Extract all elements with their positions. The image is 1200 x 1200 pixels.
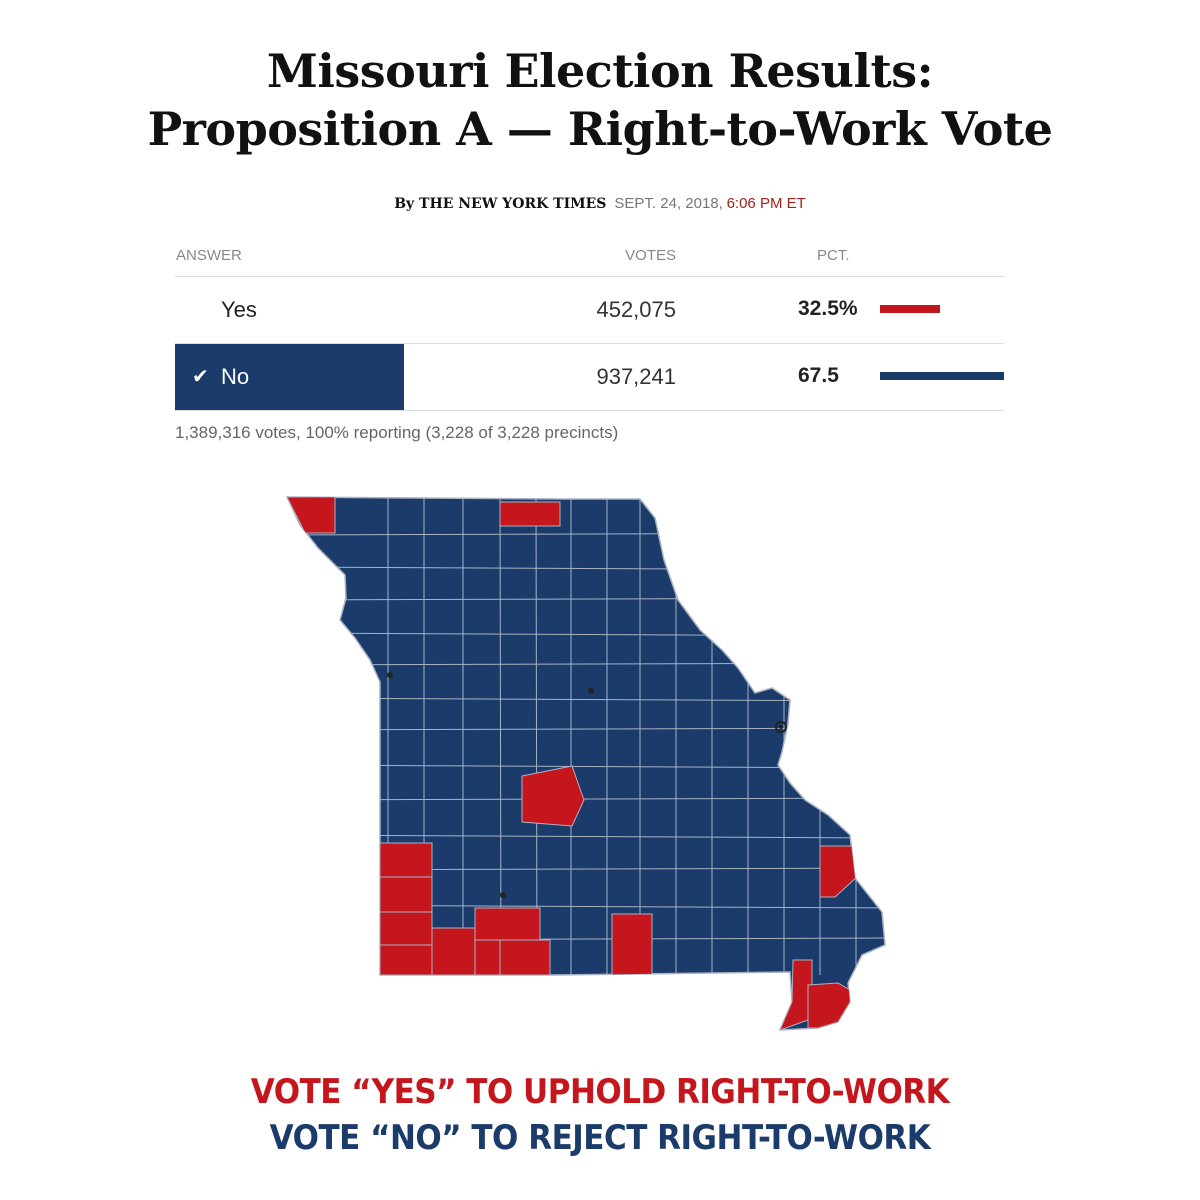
vote-count: 937,241 xyxy=(596,364,676,389)
yes-counties xyxy=(287,497,859,1030)
byline-date: SEPT. 24, 2018, xyxy=(614,195,723,212)
answer-cell: Yes xyxy=(175,277,404,343)
county-border xyxy=(535,497,538,976)
county-yes xyxy=(287,497,336,534)
headline-line-1: Missouri Election Results: xyxy=(266,44,934,98)
byline: By THE NEW YORK TIMES SEPT. 24, 2018, 6:0… xyxy=(0,195,1200,213)
county-yes xyxy=(379,944,433,976)
percent-bar-no xyxy=(880,372,1004,380)
answer-label: Yes xyxy=(221,297,257,322)
results-table: ANSWER VOTES PCT. Yes 452,075 32.5% ✔ No… xyxy=(175,238,1004,411)
city-dot-icon xyxy=(775,721,787,733)
answer-cell-winner: ✔ No xyxy=(175,344,404,410)
byline-author: By THE NEW YORK TIMES xyxy=(394,196,607,212)
county-yes xyxy=(499,939,551,976)
city-dot-icon xyxy=(500,892,506,898)
results-header: ANSWER VOTES PCT. xyxy=(175,238,1004,277)
city-dot-icon xyxy=(387,672,393,678)
city-dot-icon xyxy=(779,725,783,729)
byline-time: 6:06 PM ET xyxy=(726,195,806,212)
county-border xyxy=(287,797,885,801)
county-yes xyxy=(819,845,859,898)
state-shape xyxy=(285,496,886,1031)
county-yes xyxy=(499,501,561,527)
county-yes xyxy=(474,907,541,941)
vote-percent: 67.5 xyxy=(798,364,839,387)
city-markers xyxy=(387,672,787,898)
headline: Missouri Election Results: Proposition A… xyxy=(0,42,1200,158)
county-yes xyxy=(521,765,585,827)
vote-yes-message: VOTE “YES” TO UPHOLD RIGHT-TO-WORK xyxy=(250,1072,950,1112)
county-yes xyxy=(807,982,851,1029)
answer-label: No xyxy=(221,364,250,389)
county-border xyxy=(287,834,885,839)
missouri-county-map xyxy=(285,496,886,1031)
county-yes xyxy=(431,927,476,976)
headline-line-2: Proposition A — Right-to-Work Vote xyxy=(147,102,1053,156)
pct-column-header: PCT. xyxy=(817,247,850,264)
answer-column-header: ANSWER xyxy=(176,247,242,264)
reporting-summary: 1,389,316 votes, 100% reporting (3,228 o… xyxy=(175,423,619,442)
county-yes xyxy=(611,913,653,976)
county-yes xyxy=(379,842,433,878)
result-row-no: ✔ No 937,241 67.5 xyxy=(175,344,1004,411)
votes-column-header: VOTES xyxy=(625,247,676,264)
vote-count: 452,075 xyxy=(596,297,676,322)
checkmark-icon: ✔ xyxy=(192,366,209,388)
county-yes xyxy=(474,939,501,976)
percent-bar-yes xyxy=(880,305,940,313)
city-dot-icon xyxy=(588,688,594,694)
result-row-yes: Yes 452,075 32.5% xyxy=(175,277,1004,344)
county-yes xyxy=(379,876,433,913)
vote-no-message: VOTE “NO” TO REJECT RIGHT-TO-WORK xyxy=(269,1118,931,1158)
county-yes xyxy=(379,911,433,946)
vote-percent: 32.5% xyxy=(798,297,858,320)
